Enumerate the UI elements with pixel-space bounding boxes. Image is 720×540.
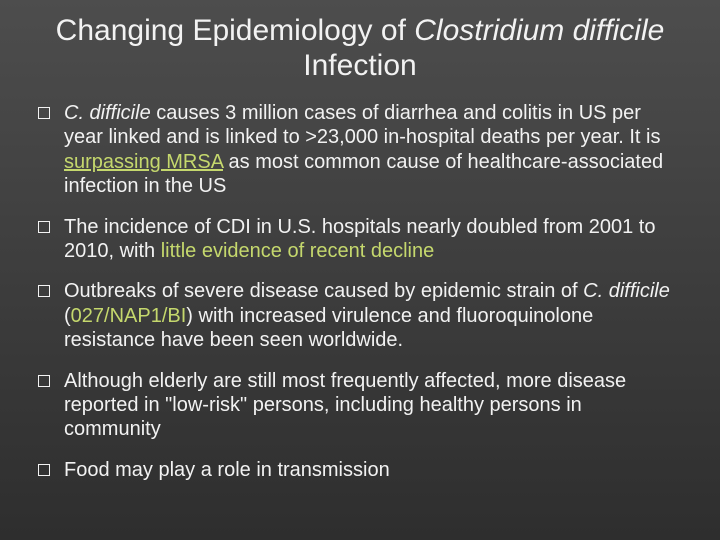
text-run: little evidence of recent decline: [161, 240, 435, 262]
bullet-text: Food may play a role in transmission: [64, 458, 682, 482]
bullet-text: Outbreaks of severe disease caused by ep…: [64, 279, 682, 352]
bullet-marker: [38, 464, 50, 476]
bullet-item: The incidence of CDI in U.S. hospitals n…: [38, 215, 682, 264]
bullet-marker: [38, 221, 50, 233]
bullet-item: Outbreaks of severe disease caused by ep…: [38, 279, 682, 352]
title-part-1: Changing Epidemiology of: [56, 14, 415, 47]
text-run: C. difficile: [583, 280, 670, 302]
slide-title: Changing Epidemiology of Clostridium dif…: [38, 14, 682, 83]
title-italic: Clostridium difficile: [414, 14, 664, 47]
bullet-text: Although elderly are still most frequent…: [64, 369, 682, 442]
bullet-text: C. difficile causes 3 million cases of d…: [64, 101, 682, 199]
bullet-list: C. difficile causes 3 million cases of d…: [38, 101, 682, 482]
text-run: (: [64, 305, 71, 327]
bullet-marker: [38, 107, 50, 119]
bullet-marker: [38, 285, 50, 297]
text-run: Outbreaks of severe disease caused by ep…: [64, 280, 583, 302]
text-run: Food may play a role in transmission: [64, 459, 390, 481]
bullet-item: Food may play a role in transmission: [38, 458, 682, 482]
bullet-text: The incidence of CDI in U.S. hospitals n…: [64, 215, 682, 264]
text-run: causes 3 million cases of diarrhea and c…: [64, 102, 660, 148]
title-part-2: Infection: [303, 49, 416, 82]
slide: Changing Epidemiology of Clostridium dif…: [0, 0, 720, 540]
bullet-marker: [38, 375, 50, 387]
bullet-item: C. difficile causes 3 million cases of d…: [38, 101, 682, 199]
bullet-item: Although elderly are still most frequent…: [38, 369, 682, 442]
text-run: surpassing MRSA: [64, 151, 223, 173]
text-run: C. difficile: [64, 102, 151, 124]
text-run: 027/NAP1/BI: [71, 305, 187, 327]
text-run: Although elderly are still most frequent…: [64, 370, 626, 441]
